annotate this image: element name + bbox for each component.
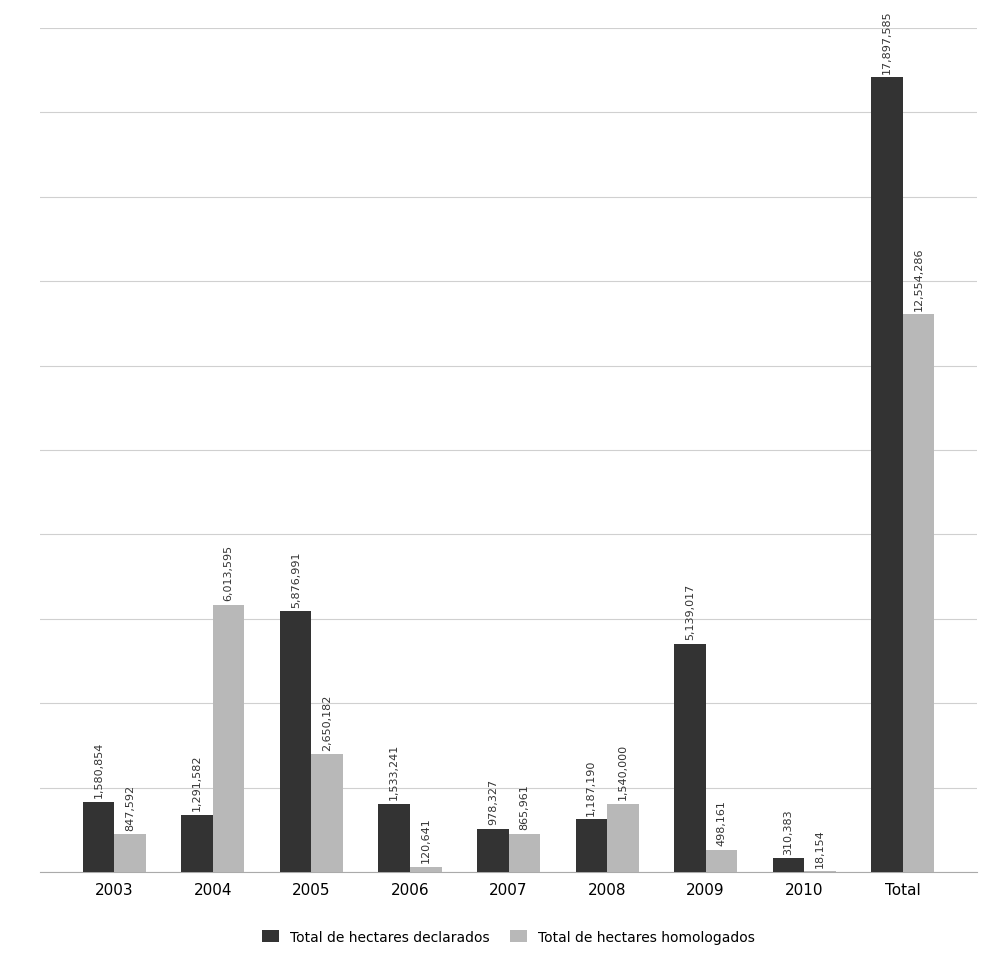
- Text: 1,291,582: 1,291,582: [192, 754, 202, 810]
- Text: 1,187,190: 1,187,190: [586, 759, 596, 815]
- Bar: [576, 820, 607, 872]
- Bar: [311, 755, 343, 872]
- Text: 847,592: 847,592: [125, 784, 135, 830]
- Text: 1,580,854: 1,580,854: [94, 741, 104, 797]
- Text: 1,540,000: 1,540,000: [618, 743, 627, 799]
- Bar: [181, 815, 212, 872]
- Bar: [509, 833, 540, 872]
- Legend: Total de hectares declarados, Total de hectares homologados: Total de hectares declarados, Total de h…: [257, 924, 760, 950]
- Bar: [706, 850, 737, 872]
- Text: 498,161: 498,161: [716, 799, 726, 846]
- Bar: [674, 644, 706, 872]
- Text: 6,013,595: 6,013,595: [224, 545, 234, 601]
- Bar: [212, 606, 245, 872]
- Text: 18,154: 18,154: [815, 828, 825, 867]
- Bar: [379, 804, 410, 872]
- Bar: [871, 78, 902, 872]
- Text: 5,139,017: 5,139,017: [685, 583, 695, 640]
- Text: 865,961: 865,961: [520, 784, 530, 829]
- Text: 310,383: 310,383: [783, 808, 794, 854]
- Text: 2,650,182: 2,650,182: [322, 694, 332, 750]
- Text: 5,876,991: 5,876,991: [291, 550, 301, 607]
- Bar: [115, 834, 146, 872]
- Bar: [83, 802, 115, 872]
- Bar: [902, 315, 934, 872]
- Bar: [772, 859, 805, 872]
- Text: 12,554,286: 12,554,286: [913, 247, 923, 311]
- Text: 978,327: 978,327: [487, 778, 497, 825]
- Bar: [280, 611, 311, 872]
- Bar: [477, 828, 509, 872]
- Bar: [410, 866, 441, 872]
- Bar: [607, 803, 638, 872]
- Text: 1,533,241: 1,533,241: [390, 743, 399, 799]
- Text: 17,897,585: 17,897,585: [882, 10, 892, 74]
- Text: 120,641: 120,641: [421, 817, 431, 862]
